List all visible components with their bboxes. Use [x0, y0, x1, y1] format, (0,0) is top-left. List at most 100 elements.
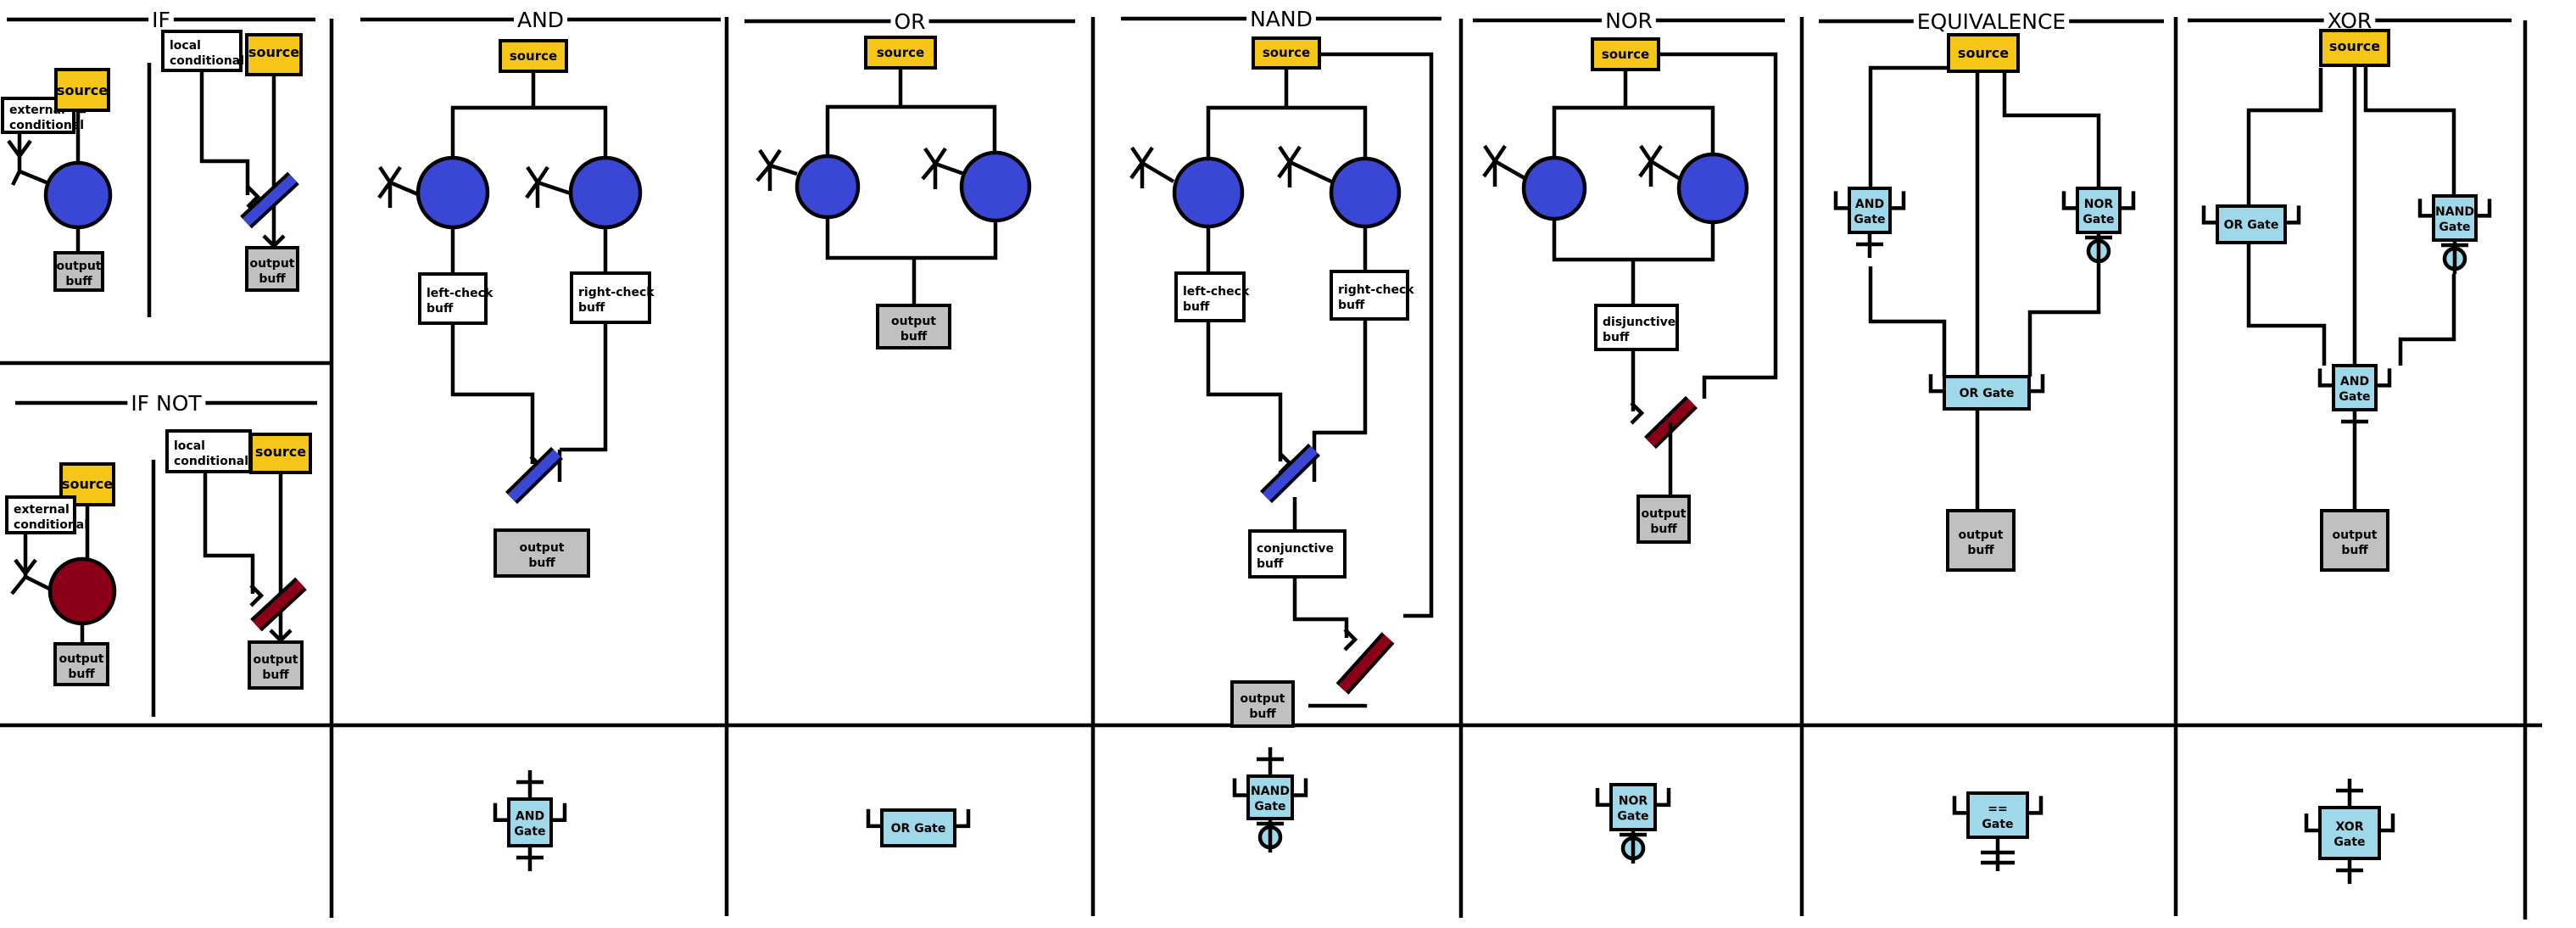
wire [202, 70, 248, 195]
transistor-red [50, 559, 114, 623]
output-buff-line1: output [520, 541, 565, 555]
gate-input-bracket [1890, 191, 1904, 208]
and-gate-label: AND [2340, 375, 2369, 389]
xor-gate-label2: Gate [2333, 836, 2365, 849]
gate-input-bracket [495, 803, 509, 820]
wire [828, 217, 995, 258]
section-title-equivalence: EQUIVALENCE [1917, 9, 2066, 34]
and-gate-label2: Gate [2339, 390, 2370, 404]
transistor-blue [571, 158, 640, 227]
external-conditional-box-line2: conditional [9, 119, 84, 132]
wire [2366, 65, 2454, 196]
transistor-blue [962, 153, 1029, 221]
gate-input-bracket [2064, 191, 2077, 208]
switch-bar-red [256, 584, 301, 625]
left-check-buff-line2: buff [427, 302, 454, 316]
and-gate-label: AND [516, 810, 544, 824]
xor-gate-label: XOR [2336, 820, 2364, 834]
source-label: source [57, 82, 108, 98]
source-label: source [877, 45, 924, 60]
transistor-blue [797, 156, 858, 217]
wire [1651, 161, 1681, 180]
wire [1871, 68, 1949, 188]
gate-input-bracket [2379, 813, 2393, 830]
section-title-if-not: IF NOT [131, 391, 202, 416]
arrow-head-icon [1631, 403, 1642, 423]
antenna-icon [925, 148, 945, 164]
output-buff-line2: buff [1249, 707, 1276, 721]
source-label: source [2329, 38, 2380, 54]
and-gate-label: AND [1855, 198, 1884, 211]
section-title-nor: NOR [1605, 8, 1653, 33]
output-buff-line2: buff [528, 556, 555, 570]
equivalence-gate-label2: Gate [1982, 818, 2013, 831]
local-conditional-box-line2: conditional [170, 54, 244, 68]
right-check-buff-line2: buff [1338, 299, 1365, 312]
gate-input-bracket [2476, 198, 2490, 215]
wire [538, 182, 571, 193]
local-conditional-box-line2: conditional [174, 455, 248, 468]
output-buff-line2: buff [1650, 523, 1677, 536]
section-title-nand: NAND [1250, 7, 1313, 31]
right-check-buff-line2: buff [578, 301, 605, 315]
source-label: source [1602, 47, 1649, 62]
antenna-icon [1132, 148, 1152, 163]
or-gate-label: OR Gate [2224, 219, 2279, 232]
output-buff-line2: buff [68, 668, 95, 681]
nand-gate-label: NAND [2435, 205, 2474, 219]
antenna-icon [527, 167, 548, 182]
wire [1208, 108, 1365, 157]
gate-input-bracket [955, 809, 968, 826]
nand-gate-label2: Gate [2439, 221, 2470, 234]
gate-input-bracket [2120, 191, 2133, 208]
output-buff-line1: output [2333, 528, 2378, 542]
gate-input-bracket [2204, 205, 2217, 222]
gate-input-bracket [1292, 779, 1306, 796]
transistor-blue [46, 163, 110, 227]
output-buff-line1: output [254, 653, 298, 667]
transistor-blue [418, 158, 488, 227]
antenna-icon [1280, 147, 1300, 162]
arrow-head-icon [1345, 629, 1355, 650]
section-title-if: IF [152, 8, 170, 32]
transistor-blue [1524, 158, 1585, 219]
local-conditional-box-line1: local [174, 439, 205, 453]
gate-input-bracket [2027, 796, 2041, 813]
nand-gate-label: NAND [1251, 785, 1290, 798]
switch-bar-blue [1266, 450, 1314, 497]
output-buff-line2: buff [262, 668, 289, 682]
disjunctive-buff-line2: buff [1603, 331, 1630, 344]
left-check-buff-line1: left-check [427, 287, 493, 300]
antenna-icon [1641, 146, 1661, 161]
gate-input-bracket [2420, 198, 2434, 215]
wire [2249, 68, 2321, 206]
nor-gate-label2: Gate [1617, 810, 1648, 824]
gate-input-bracket [1235, 779, 1248, 796]
output-buff-line2: buff [65, 275, 92, 288]
right-check-buff-line1: right-check [1338, 283, 1414, 297]
wire [1554, 219, 1713, 260]
conjunctive-buff-line1: conjunctive [1257, 542, 1334, 556]
wire [2004, 71, 2099, 188]
wire [1142, 163, 1174, 182]
external-conditional-box-line1: external [14, 503, 70, 517]
output-buff-line2: buff [1967, 544, 1994, 557]
output-buff-line2: buff [259, 272, 286, 286]
nor-gate-label: NOR [2084, 198, 2114, 211]
left-check-buff-line1: left-check [1183, 285, 1250, 299]
or-gate-label: OR Gate [891, 822, 946, 836]
source-label: source [510, 48, 557, 64]
source-label: source [1263, 45, 1310, 60]
and-gate-label2: Gate [1854, 213, 1885, 226]
gate-input-bracket [1836, 191, 1849, 208]
wire [2400, 274, 2454, 366]
external-conditional-box-line2: conditional [14, 518, 88, 532]
antenna-icon [380, 167, 400, 182]
local-conditional-box-line1: local [170, 39, 201, 53]
gate-input-bracket [551, 803, 565, 820]
output-buff-line1: output [1642, 507, 1687, 521]
wire [390, 182, 420, 195]
wire [25, 533, 51, 590]
gate-input-bracket [2306, 813, 2320, 830]
